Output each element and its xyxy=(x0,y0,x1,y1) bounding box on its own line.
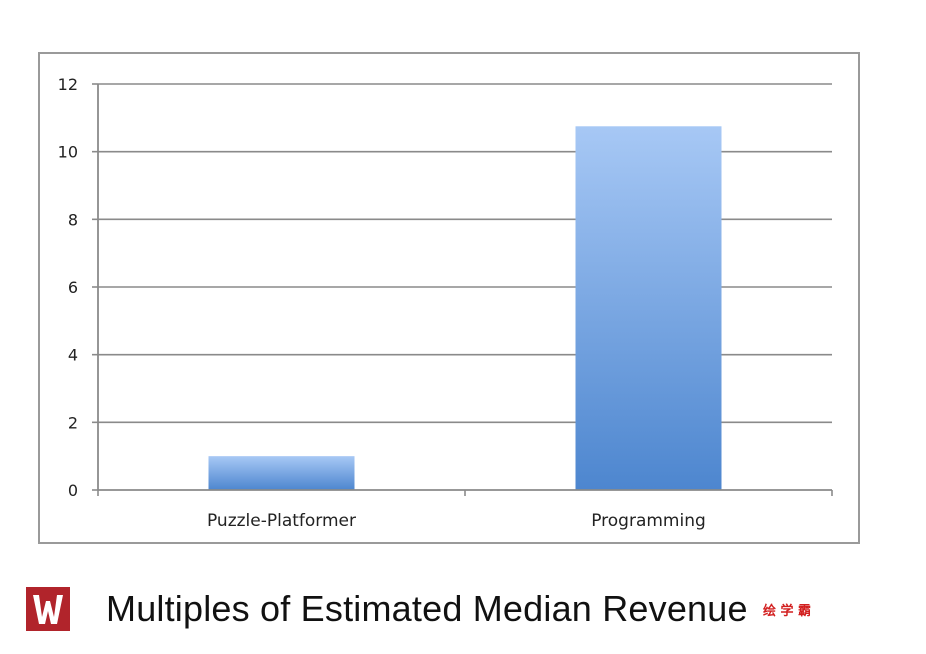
bars xyxy=(208,126,722,491)
y-tick-label: 8 xyxy=(68,210,78,229)
gridlines xyxy=(98,83,832,424)
chart-title: Multiples of Estimated Median Revenue xyxy=(106,588,748,629)
watermark: 绘 学 霸 xyxy=(763,604,812,619)
y-axis-ticks: 0 2 4 6 8 10 12 xyxy=(58,75,98,500)
university-logo-icon xyxy=(26,587,70,631)
y-tick-label: 0 xyxy=(68,481,78,500)
y-tick-label: 2 xyxy=(68,413,78,432)
x-category-label: Programming xyxy=(591,511,706,531)
y-tick-label: 10 xyxy=(58,143,78,162)
x-axis-labels: Puzzle-Platformer Programming xyxy=(207,511,706,531)
caption-bar: Multiples of Estimated Median Revenue 绘 … xyxy=(26,584,846,634)
y-tick-label: 4 xyxy=(68,346,78,365)
y-tick-label: 12 xyxy=(58,75,78,94)
x-category-label: Puzzle-Platformer xyxy=(207,511,356,531)
bar-chart: 0 2 4 6 8 10 12 Puzzle-Platformer Programming xyxy=(58,75,833,531)
chart-frame: 0 2 4 6 8 10 12 Puzzle-Platformer Programming xyxy=(38,52,860,544)
axes xyxy=(97,84,833,496)
bar-programming xyxy=(575,126,722,491)
bar-puzzle-platformer xyxy=(208,456,355,490)
y-tick-label: 6 xyxy=(68,278,78,297)
